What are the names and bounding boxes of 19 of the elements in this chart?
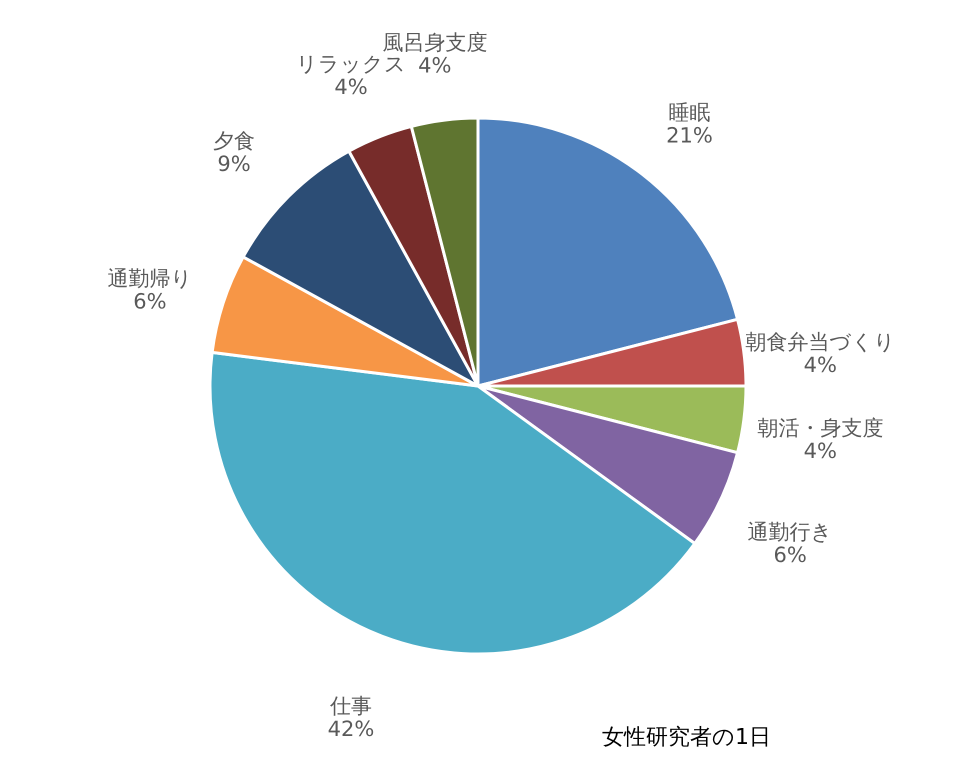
- data-label: 4%: [804, 439, 837, 464]
- data-label: 4%: [804, 352, 837, 377]
- slice-label: リラックス: [296, 52, 406, 76]
- text: 女性研究者の1日: [602, 725, 771, 750]
- slice-label: 朝食弁当づくり: [745, 330, 896, 354]
- data-label: 21%: [666, 123, 713, 148]
- slice-label: 朝活・身支度: [757, 416, 884, 440]
- data-label: 6%: [774, 542, 807, 567]
- data-label: 42%: [328, 716, 374, 741]
- data-label: 4%: [334, 75, 368, 100]
- slice-label: 仕事: [328, 694, 372, 718]
- slice-label: 通勤行き: [748, 520, 833, 544]
- data-label: 9%: [217, 152, 251, 176]
- data-label: 4%: [418, 54, 452, 78]
- slice-label: 風呂身支度: [382, 30, 488, 55]
- slice-label: 夕食: [213, 129, 256, 154]
- data-label: 6%: [133, 289, 167, 314]
- slice-label: 通勤帰り: [107, 266, 192, 290]
- slice-label: 睡眠: [668, 100, 710, 124]
